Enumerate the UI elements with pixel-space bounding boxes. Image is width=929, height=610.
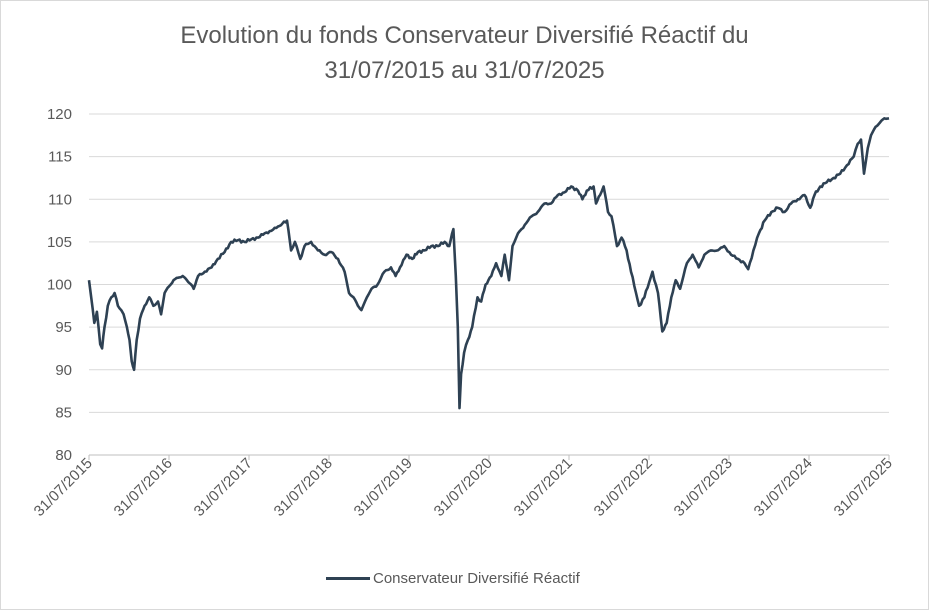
y-tick-label: 110 [48, 191, 72, 208]
series-line-conservateur [87, 117, 890, 410]
x-tick-label: 31/07/2024 [751, 455, 816, 520]
legend-label: Conservateur Diversifié Réactif [373, 569, 580, 587]
y-tick-label: 80 [55, 447, 72, 464]
x-tick-label: 31/07/2020 [431, 455, 496, 520]
y-tick-label: 120 [47, 106, 72, 123]
y-tick-label: 90 [55, 362, 72, 379]
x-tick-label: 31/07/2025 [831, 455, 896, 520]
y-axis-ticks: 80 85 90 95 100 105 110 115 120 [47, 106, 72, 464]
x-tick-label: 31/07/2022 [591, 455, 656, 520]
gridlines [89, 113, 889, 413]
legend: Conservateur Diversifié Réactif [326, 568, 580, 588]
chart-title-line-1: Evolution du fonds Conservateur Diversif… [180, 22, 749, 49]
x-tick-label: 31/07/2019 [351, 455, 416, 520]
y-tick-label: 100 [47, 277, 72, 294]
chart-title-line-2: 31/07/2015 au 31/07/2025 [324, 57, 605, 84]
x-tick-label: 31/07/2023 [671, 455, 736, 520]
y-tick-label: 85 [55, 404, 72, 421]
legend-swatch [326, 576, 370, 580]
x-tick-label: 31/07/2017 [191, 455, 256, 520]
y-tick-label: 95 [55, 319, 72, 336]
y-tick-label: 115 [48, 149, 72, 166]
x-tick-label: 31/07/2021 [511, 455, 576, 520]
series-group [87, 117, 890, 410]
x-tick-label: 31/07/2018 [271, 455, 336, 520]
x-tick-label: 31/07/2015 [31, 455, 96, 520]
chart-title: Evolution du fonds Conservateur Diversif… [0, 18, 929, 88]
y-tick-label: 105 [47, 234, 72, 251]
x-axis: 31/07/2015 31/07/2016 31/07/2017 31/07/2018… [31, 454, 896, 520]
x-tick-label: 31/07/2016 [111, 455, 176, 520]
